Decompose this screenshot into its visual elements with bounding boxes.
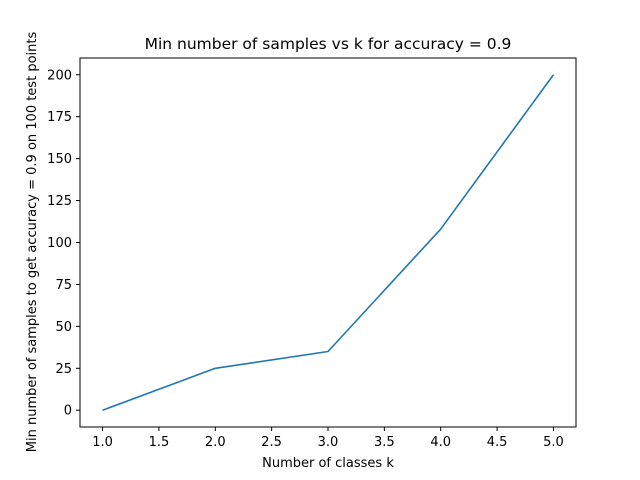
y-axis-label: Min number of samples to get accuracy = … (25, 32, 40, 453)
y-axis-ticks: 0 25 50 75 100 125 150 175 200 (47, 68, 80, 419)
y-tick-label: 150 (47, 152, 72, 167)
x-axis-ticks: 1.0 1.5 2.0 2.5 3.0 3.5 4.0 4.5 5.0 (92, 427, 564, 450)
x-tick-label: 3.5 (374, 435, 395, 450)
x-tick-label: 5.0 (543, 435, 564, 450)
plot-area-frame (79, 57, 577, 428)
y-tick-label: 0 (64, 404, 72, 419)
y-tick-label: 50 (55, 320, 72, 335)
y-tick-label: 25 (55, 362, 72, 377)
y-tick-label: 100 (47, 236, 72, 251)
y-tick-label: 200 (47, 68, 72, 83)
series-line (102, 74, 555, 411)
x-tick-label: 1.5 (149, 435, 170, 450)
y-tick-label: 125 (47, 194, 72, 209)
x-tick-label: 4.0 (430, 435, 451, 450)
x-tick-label: 2.0 (205, 435, 226, 450)
x-axis-label: Number of classes k (262, 456, 394, 471)
x-tick-label: 3.0 (318, 435, 339, 450)
y-tick-label: 175 (47, 110, 72, 125)
x-tick-label: 4.5 (487, 435, 508, 450)
x-tick-label: 1.0 (92, 435, 113, 450)
series-layer (102, 74, 555, 411)
x-tick-label: 2.5 (261, 435, 282, 450)
chart-title: Min number of samples vs k for accuracy … (145, 35, 512, 53)
y-tick-label: 75 (55, 278, 72, 293)
